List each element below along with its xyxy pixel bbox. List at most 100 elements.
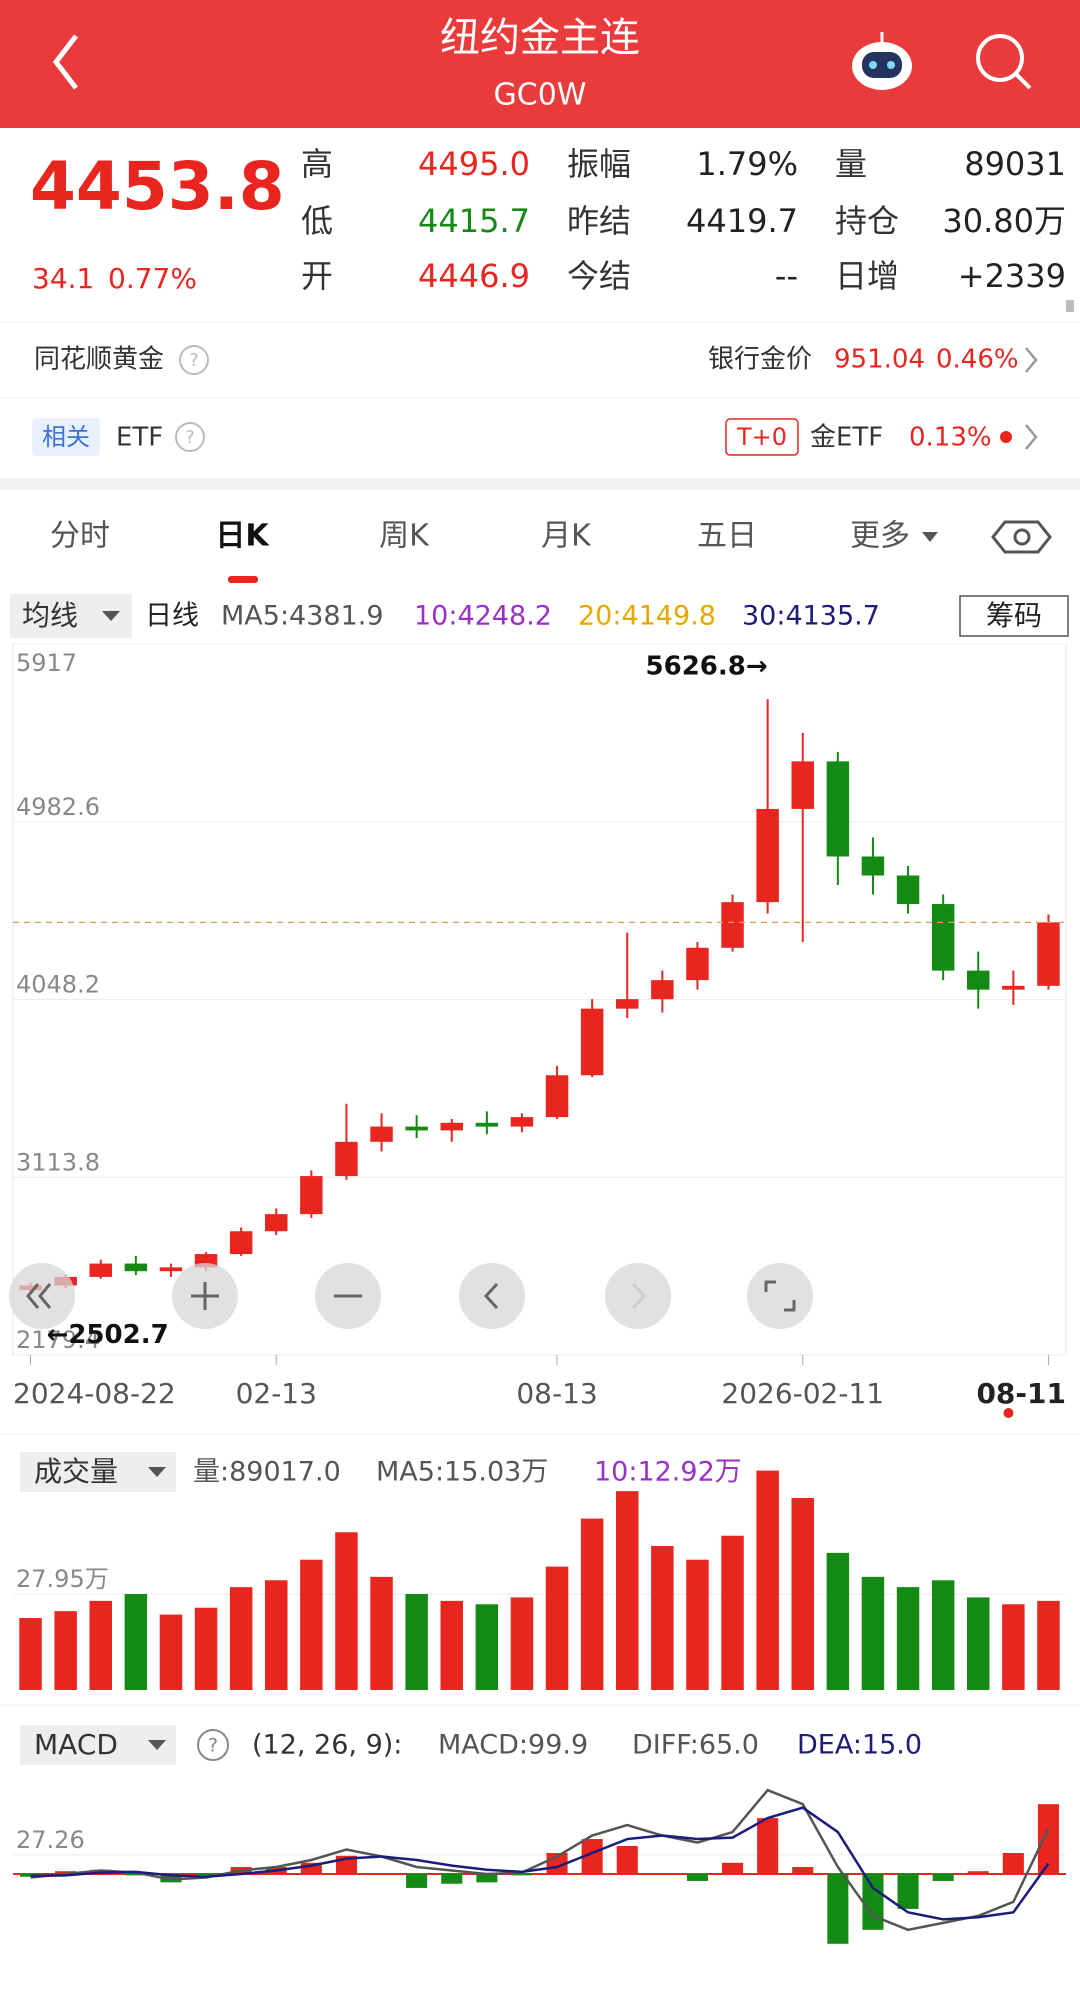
candle-body bbox=[159, 1267, 183, 1272]
chips-button[interactable]: 筹码 bbox=[986, 599, 1042, 632]
nav-icon bbox=[631, 1282, 647, 1310]
ma5: MA5:4381.9 bbox=[221, 601, 384, 632]
macd-bar bbox=[406, 1873, 428, 1888]
bank-pct: 0.46% bbox=[936, 345, 1019, 375]
dea-value: DEA:15.0 bbox=[797, 1730, 922, 1761]
candle-body bbox=[440, 1122, 463, 1131]
dropdown-arrow bbox=[148, 1740, 166, 1750]
etf-label: ETF bbox=[116, 423, 163, 453]
candle-body bbox=[721, 902, 744, 948]
candle-body bbox=[791, 761, 814, 809]
tab[interactable]: 月K bbox=[541, 519, 592, 554]
candle-body bbox=[826, 761, 850, 857]
bank-price: 951.04 bbox=[834, 345, 925, 375]
separator bbox=[0, 478, 1080, 490]
vol-indicator: 量:89017.0 bbox=[193, 1457, 341, 1488]
diff-value: DIFF:65.0 bbox=[632, 1730, 759, 1761]
ma10: 10:4248.2 bbox=[414, 601, 552, 632]
tab[interactable]: 日K bbox=[215, 519, 270, 554]
chips-box[interactable] bbox=[959, 595, 1069, 637]
macd-bar bbox=[441, 1873, 463, 1884]
macd-bar bbox=[967, 1871, 989, 1874]
back-button[interactable] bbox=[52, 34, 78, 90]
change-pct: 0.77% bbox=[108, 262, 197, 295]
help-glyph: ? bbox=[185, 427, 195, 448]
nav-icon bbox=[26, 1283, 52, 1309]
volume-bar bbox=[475, 1604, 499, 1690]
macd-bar bbox=[125, 1873, 147, 1876]
nav-icon bbox=[191, 1282, 499, 1310]
quote-grid: 高 4495.0 振幅 1.79% 量 89031 低 4415.7 昨结 4419.7 持仓 30.… bbox=[301, 145, 1066, 295]
tab[interactable]: 更多 bbox=[850, 519, 910, 554]
macd-bar bbox=[160, 1873, 182, 1883]
macd-button[interactable]: MACD bbox=[34, 1728, 118, 1761]
nav-button[interactable] bbox=[605, 1263, 671, 1329]
volume-bar bbox=[651, 1546, 674, 1690]
macd-button-bg[interactable] bbox=[20, 1725, 176, 1765]
min-annotation: ←2502.7 bbox=[47, 1320, 169, 1350]
vol-ma5: MA5:15.03万 bbox=[376, 1457, 548, 1488]
volume-bar bbox=[756, 1470, 779, 1690]
help-icon[interactable] bbox=[175, 422, 205, 452]
candle-body bbox=[300, 1176, 323, 1215]
max-annotation: 5626.8→ bbox=[646, 652, 768, 682]
volume-bar bbox=[791, 1498, 814, 1690]
candle-body bbox=[967, 970, 990, 990]
gold-etf: 金ETF bbox=[810, 423, 883, 453]
badge: T+0 bbox=[736, 423, 787, 451]
search-button[interactable] bbox=[976, 34, 1032, 90]
quote-value: 4446.9 bbox=[418, 257, 530, 295]
quote-label: 低 bbox=[301, 202, 333, 240]
macd-bar bbox=[686, 1873, 708, 1881]
tab[interactable]: 周K bbox=[379, 519, 430, 554]
macd-bar bbox=[792, 1866, 814, 1874]
y-tick-label: 3113.8 bbox=[16, 1148, 100, 1176]
macd-bar bbox=[300, 1862, 322, 1874]
quote-value: -- bbox=[775, 257, 798, 295]
settings-icon[interactable] bbox=[991, 520, 1052, 554]
nav-button[interactable] bbox=[747, 1263, 813, 1329]
volume-bar bbox=[54, 1611, 77, 1690]
candle-body bbox=[896, 875, 920, 905]
ma-button[interactable]: 均线 bbox=[22, 599, 78, 632]
candle-body bbox=[510, 1117, 534, 1127]
candle-body bbox=[265, 1214, 288, 1232]
x-tick-label: 08-11 bbox=[976, 1377, 1066, 1410]
candle-body bbox=[861, 856, 885, 876]
candle-body bbox=[475, 1122, 499, 1127]
candle-body bbox=[89, 1263, 112, 1277]
volume-bar bbox=[19, 1618, 42, 1690]
chevron[interactable] bbox=[1025, 347, 1038, 373]
volume-bar bbox=[1002, 1604, 1025, 1690]
volume-bar bbox=[861, 1576, 885, 1690]
help-icon[interactable] bbox=[197, 1729, 229, 1761]
robot-icon[interactable] bbox=[852, 32, 912, 90]
candle-body bbox=[545, 1075, 569, 1118]
tag: 相关 bbox=[42, 423, 90, 451]
quote-label: 持仓 bbox=[835, 202, 899, 240]
candle-body bbox=[1037, 922, 1060, 986]
help-icon[interactable] bbox=[179, 345, 209, 375]
help-glyph: ? bbox=[208, 1735, 218, 1757]
volume-bar bbox=[265, 1580, 288, 1690]
volume-bar bbox=[440, 1600, 463, 1690]
macd-bar bbox=[55, 1871, 77, 1874]
quote-label: 日增 bbox=[835, 257, 899, 295]
quote-label: 开 bbox=[301, 257, 333, 295]
chevron[interactable] bbox=[1025, 424, 1038, 450]
tabs: 分时 日K 周K 月K 五日 更多 bbox=[50, 519, 938, 554]
volume-bar bbox=[335, 1532, 358, 1690]
vol-button-bg[interactable] bbox=[20, 1452, 176, 1492]
volume-bar bbox=[545, 1566, 569, 1690]
volume-bar bbox=[300, 1559, 323, 1690]
nav-button[interactable] bbox=[9, 1263, 75, 1329]
candle-body bbox=[370, 1126, 393, 1142]
x-tick-label: 02-13 bbox=[236, 1377, 317, 1410]
vol-button[interactable]: 成交量 bbox=[34, 1455, 118, 1488]
tab[interactable]: 五日 bbox=[697, 519, 757, 554]
period: 日线 bbox=[145, 601, 199, 632]
quote-value: +2339 bbox=[958, 257, 1066, 295]
tab[interactable]: 分时 bbox=[50, 519, 110, 554]
candle-body bbox=[686, 947, 709, 981]
nav-button[interactable] bbox=[459, 1263, 525, 1329]
